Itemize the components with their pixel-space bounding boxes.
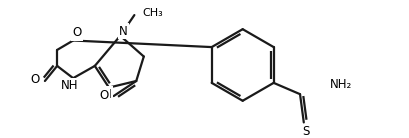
Text: N: N — [102, 88, 111, 101]
Text: N: N — [118, 25, 127, 38]
Text: NH₂: NH₂ — [329, 78, 352, 91]
Text: NH: NH — [61, 79, 78, 92]
Text: CH₃: CH₃ — [142, 8, 162, 18]
Text: O: O — [31, 73, 40, 86]
Text: S: S — [301, 125, 309, 138]
Text: O: O — [72, 26, 81, 39]
Text: O: O — [99, 89, 109, 102]
